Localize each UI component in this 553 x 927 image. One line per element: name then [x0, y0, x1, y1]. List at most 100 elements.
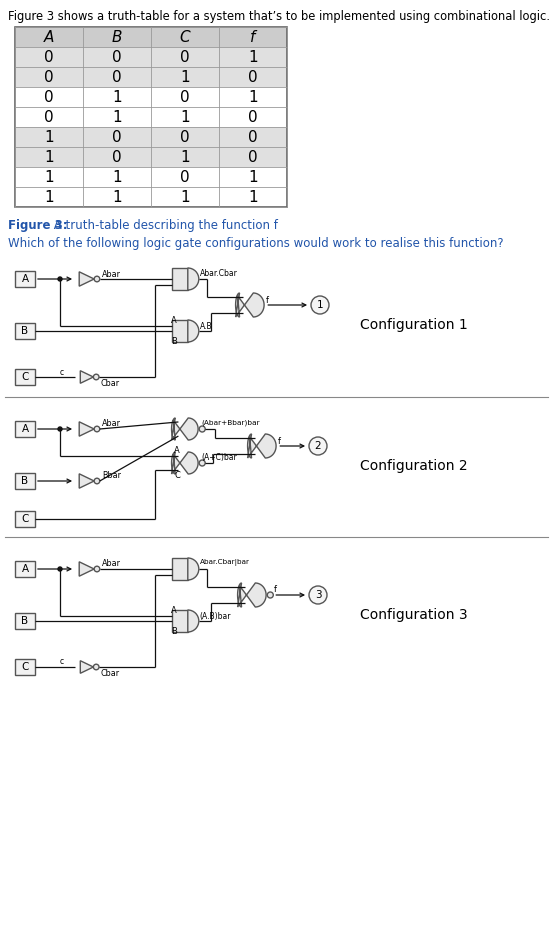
Text: 0: 0: [44, 49, 54, 65]
Bar: [15, 27, 287, 47]
Bar: [173, 320, 188, 342]
Text: A: A: [22, 274, 29, 284]
Bar: [15, 127, 287, 147]
Bar: [173, 558, 188, 580]
Bar: [173, 610, 188, 632]
Wedge shape: [188, 610, 199, 632]
Circle shape: [93, 375, 99, 380]
Bar: [15, 511, 35, 527]
Circle shape: [311, 296, 329, 314]
Text: c: c: [60, 367, 64, 376]
Text: 0: 0: [44, 90, 54, 105]
Text: B: B: [112, 30, 122, 44]
Circle shape: [58, 567, 62, 571]
Polygon shape: [171, 418, 198, 440]
Text: Which of the following logic gate configurations would work to realise this func: Which of the following logic gate config…: [8, 237, 504, 250]
Text: 0: 0: [44, 70, 54, 84]
Text: (Abar+Bbar)bar: (Abar+Bbar)bar: [201, 420, 260, 426]
Bar: [15, 147, 287, 167]
Text: 1: 1: [317, 300, 324, 310]
Text: 1: 1: [180, 189, 190, 205]
Text: c: c: [60, 657, 64, 667]
Text: B: B: [171, 337, 178, 346]
Text: A: A: [174, 447, 180, 455]
Bar: [15, 659, 35, 675]
Bar: [15, 107, 287, 127]
Text: C: C: [174, 471, 180, 479]
Text: 0: 0: [180, 170, 190, 184]
Bar: [15, 27, 287, 207]
Polygon shape: [80, 661, 93, 673]
Text: Configuration 3: Configuration 3: [360, 608, 468, 622]
Text: B: B: [22, 326, 29, 336]
Circle shape: [267, 592, 273, 598]
Text: Figure 3 shows a truth-table for a system that’s to be implemented using combina: Figure 3 shows a truth-table for a syste…: [8, 10, 550, 23]
Circle shape: [94, 426, 100, 432]
Text: 1: 1: [44, 130, 54, 145]
Text: f: f: [251, 30, 255, 44]
Text: C: C: [22, 514, 29, 524]
Text: 1: 1: [180, 149, 190, 164]
Text: 2: 2: [315, 441, 321, 451]
Wedge shape: [188, 268, 199, 290]
Text: Configuration 1: Configuration 1: [360, 318, 468, 332]
Circle shape: [93, 665, 99, 670]
Text: A: A: [22, 564, 29, 574]
Text: 0: 0: [112, 149, 122, 164]
Text: 3: 3: [315, 590, 321, 600]
Text: 1: 1: [44, 170, 54, 184]
Text: B: B: [22, 476, 29, 486]
Text: 1: 1: [248, 170, 258, 184]
Text: C: C: [22, 662, 29, 672]
Bar: [15, 167, 287, 187]
Text: 0: 0: [180, 90, 190, 105]
Text: Bbar: Bbar: [102, 471, 121, 479]
Text: 1: 1: [180, 109, 190, 124]
Text: 1: 1: [112, 109, 122, 124]
Text: 0: 0: [112, 130, 122, 145]
Bar: [15, 47, 287, 67]
Text: A: A: [44, 30, 54, 44]
Text: f: f: [267, 296, 269, 304]
Text: 0: 0: [248, 70, 258, 84]
Circle shape: [199, 460, 205, 466]
Circle shape: [309, 586, 327, 604]
Bar: [173, 268, 188, 290]
Text: 0: 0: [112, 49, 122, 65]
Text: A: A: [22, 424, 29, 434]
Polygon shape: [238, 583, 266, 607]
Bar: [15, 473, 35, 489]
Text: 1: 1: [248, 189, 258, 205]
Text: (A+C)bar: (A+C)bar: [201, 452, 237, 462]
Polygon shape: [79, 422, 94, 437]
Text: Abar: Abar: [102, 270, 121, 278]
Circle shape: [94, 276, 100, 282]
Text: 0: 0: [44, 109, 54, 124]
Text: 0: 0: [248, 149, 258, 164]
Text: f: f: [274, 586, 277, 594]
Text: Figure 3:: Figure 3:: [8, 219, 67, 232]
Text: Abar: Abar: [102, 418, 121, 427]
Polygon shape: [236, 293, 264, 317]
Circle shape: [94, 566, 100, 572]
Polygon shape: [79, 272, 94, 286]
Text: 1: 1: [112, 189, 122, 205]
Text: f: f: [278, 437, 281, 446]
Text: 1: 1: [180, 70, 190, 84]
Polygon shape: [80, 371, 93, 383]
Text: 0: 0: [248, 109, 258, 124]
Circle shape: [58, 277, 62, 281]
Circle shape: [94, 478, 100, 484]
Wedge shape: [188, 320, 199, 342]
Text: Abar: Abar: [102, 560, 121, 568]
Text: 1: 1: [112, 90, 122, 105]
Text: A: A: [171, 316, 177, 325]
Bar: [15, 613, 35, 629]
Text: Cbar: Cbar: [101, 668, 120, 678]
Wedge shape: [188, 558, 199, 580]
Bar: [15, 421, 35, 437]
Polygon shape: [79, 474, 94, 489]
Text: C: C: [22, 372, 29, 382]
Text: 0: 0: [248, 130, 258, 145]
Polygon shape: [248, 434, 276, 458]
